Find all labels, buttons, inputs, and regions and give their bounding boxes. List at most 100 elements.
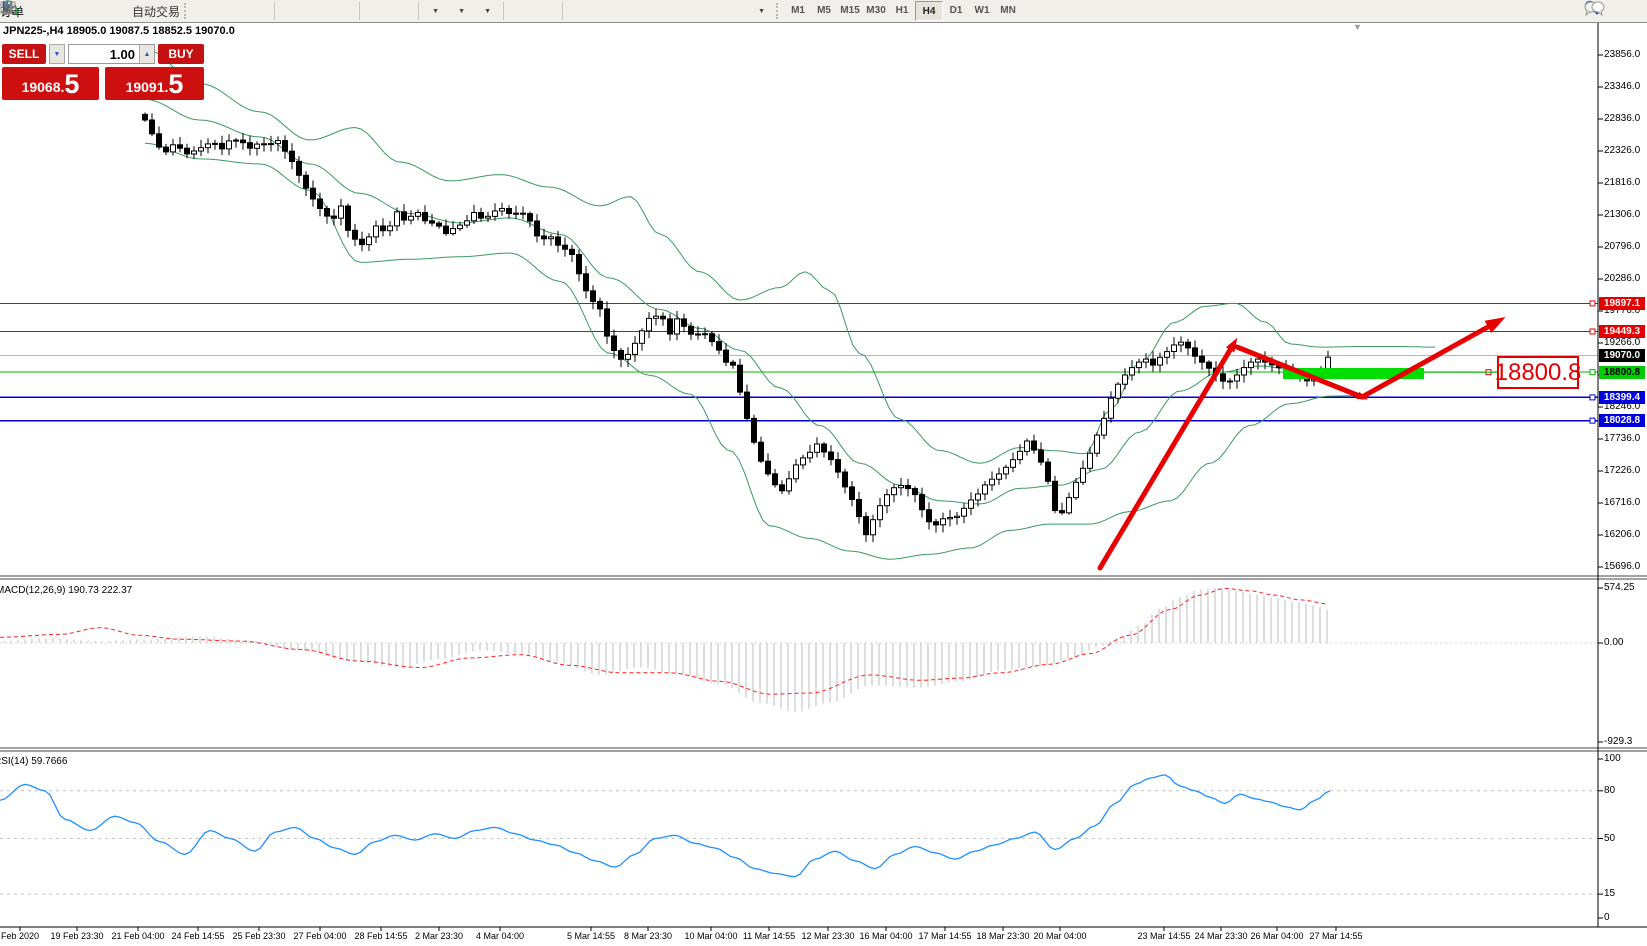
timeframe-M5[interactable]: M5 [817, 4, 831, 16]
horizontal-line-icon[interactable] [2, 1, 618, 21]
macd-histogram [3, 588, 1328, 713]
time-label: 20 Mar 04:00 [1033, 931, 1087, 941]
macd-tick: -929.3 [1604, 735, 1633, 747]
axis-price-label-19070.0: 19070.0 [1599, 348, 1645, 362]
band-upper [144, 48, 1435, 464]
buy-price-big: 5 [168, 69, 184, 99]
signal-icon[interactable] [1, 0, 104, 21]
time-label: 18 Mar 23:30 [976, 931, 1030, 941]
time-label: 28 Feb 14:55 [354, 931, 408, 941]
timeframe-M30[interactable]: M30 [866, 4, 886, 16]
text-label-icon[interactable]: T [0, 1, 748, 21]
autotrading-label: 自动交易 [132, 4, 181, 19]
bar-chart-icon[interactable] [1, 1, 219, 21]
chart-title: JPN225-,H4 18905.0 19087.5 18852.5 19070… [3, 25, 235, 37]
chevron-down-icon: ▼ [432, 7, 439, 15]
time-label: 2 Mar 23:30 [414, 931, 464, 941]
price-tick: 16206.0 [1604, 529, 1641, 540]
time-label: Feb 2020 [0, 931, 40, 941]
volume-input[interactable] [69, 45, 139, 63]
time-label: 4 Mar 04:00 [475, 931, 525, 941]
rsi-indicator-label: RSI(14) 59.7666 [0, 756, 68, 767]
price-tick: 23346.0 [1604, 80, 1641, 92]
price-tick: 20286.0 [1604, 273, 1641, 284]
templates-button[interactable]: ▼ [0, 1, 500, 21]
zoom-out-icon[interactable] [2, 1, 330, 21]
price-tick: 15696.0 [1604, 561, 1641, 572]
timeframe-M15[interactable]: M15 [840, 4, 860, 16]
timeframe-M1[interactable]: M1 [791, 4, 805, 16]
time-label: 8 Mar 23:30 [623, 931, 673, 941]
buy-price-box[interactable]: 19091. 5 [105, 67, 204, 100]
time-label: 25 Feb 23:30 [232, 931, 286, 941]
sell-price-box[interactable]: 19068. 5 [2, 67, 99, 100]
market-icon[interactable] [0, 1, 130, 21]
cursor-icon[interactable] [3, 1, 533, 21]
autotrading-button[interactable]: 自动交易 [0, 1, 182, 21]
vertical-line-icon[interactable] [5, 1, 592, 21]
timeframe-H1[interactable]: H1 [895, 4, 909, 16]
crosshair-icon[interactable] [1, 1, 559, 21]
volume-up-button[interactable]: ▲ [139, 45, 154, 63]
axis-price-label-18028.8: 18028.8 [1599, 414, 1645, 428]
sell-price-big: 5 [64, 69, 80, 99]
rsi-tick: 0 [1604, 912, 1610, 923]
price-tick: 19776.0 [1604, 305, 1641, 316]
volume-field-wrap: ▲ [68, 44, 155, 64]
trendline-icon[interactable] [1, 1, 644, 21]
rsi-tick: 80 [1604, 784, 1616, 796]
axis-price-label-18800.8: 18800.8 [1599, 365, 1645, 379]
support-price-tag[interactable]: 18800.8 [1495, 356, 1581, 389]
price-tick: 16716.0 [1604, 497, 1641, 508]
rsi-line [0, 774, 1331, 878]
price-tick: 22326.0 [1604, 145, 1641, 156]
time-label: 12 Mar 23:30 [801, 931, 855, 941]
buy-button[interactable]: BUY [158, 44, 204, 64]
profile-icon[interactable] [0, 1, 78, 21]
toolbar: 订单 自动交易 [0, 0, 1647, 23]
svg-text:T: T [5, 3, 11, 14]
candlestick-icon[interactable] [1, 1, 245, 21]
timeframe-W1[interactable]: W1 [974, 4, 990, 16]
price-tick: 21306.0 [1604, 209, 1641, 220]
timeframe-MN[interactable]: MN [1000, 4, 1016, 16]
rsi-tick: 50 [1604, 832, 1616, 844]
zoom-in-icon[interactable] [2, 1, 304, 21]
text-icon[interactable]: A [2, 0, 722, 21]
price-tick: 20796.0 [1604, 241, 1641, 252]
chat-icon[interactable] [1584, 1, 1643, 21]
scroll-position-marker: ▼ [1353, 22, 1362, 32]
macd-indicator-label: MACD(12,26,9) 190.73 222.37 [0, 585, 133, 596]
arrows-shapes-icon[interactable]: ▼ [3, 1, 774, 21]
timeframe-D1[interactable]: D1 [949, 4, 963, 16]
equidistant-channel-icon[interactable]: E [1, 1, 670, 21]
chart-shift-icon[interactable] [1, 1, 415, 21]
volume-down-button[interactable]: ▼ [49, 44, 65, 64]
price-tick: 21816.0 [1604, 177, 1641, 188]
time-label: 5 Mar 14:55 [566, 931, 616, 941]
chevron-down-icon: ▼ [758, 7, 765, 15]
gold-icon[interactable] [2, 1, 52, 21]
fibonacci-icon[interactable]: F [2, 1, 696, 21]
time-label: 26 Mar 04:00 [1250, 931, 1304, 941]
support-zone [1283, 368, 1424, 379]
band-middle [144, 98, 1376, 505]
axis-price-label-18399.4: 18399.4 [1599, 390, 1645, 404]
timeframe-H4[interactable]: H4 [915, 1, 944, 21]
time-label: 24 Feb 14:55 [171, 931, 225, 941]
price-tick: 22836.0 [1604, 112, 1641, 124]
indicators-button[interactable]: ▼ [0, 1, 448, 21]
macd-tick: 574.25 [1604, 581, 1635, 593]
price-tick: 18246.0 [1604, 401, 1641, 412]
time-label: 11 Mar 14:55 [742, 931, 796, 941]
periods-button[interactable]: ▼ [1, 0, 474, 21]
line-chart-icon[interactable] [0, 1, 271, 21]
auto-scroll-icon[interactable] [1, 1, 389, 21]
sell-button[interactable]: SELL [2, 44, 46, 64]
tile-windows-icon[interactable] [1, 1, 356, 21]
trend-arrow-1 [1234, 344, 1365, 400]
time-label: 23 Mar 14:55 [1137, 931, 1191, 941]
axis-price-label-19449.3: 19449.3 [1599, 324, 1645, 338]
